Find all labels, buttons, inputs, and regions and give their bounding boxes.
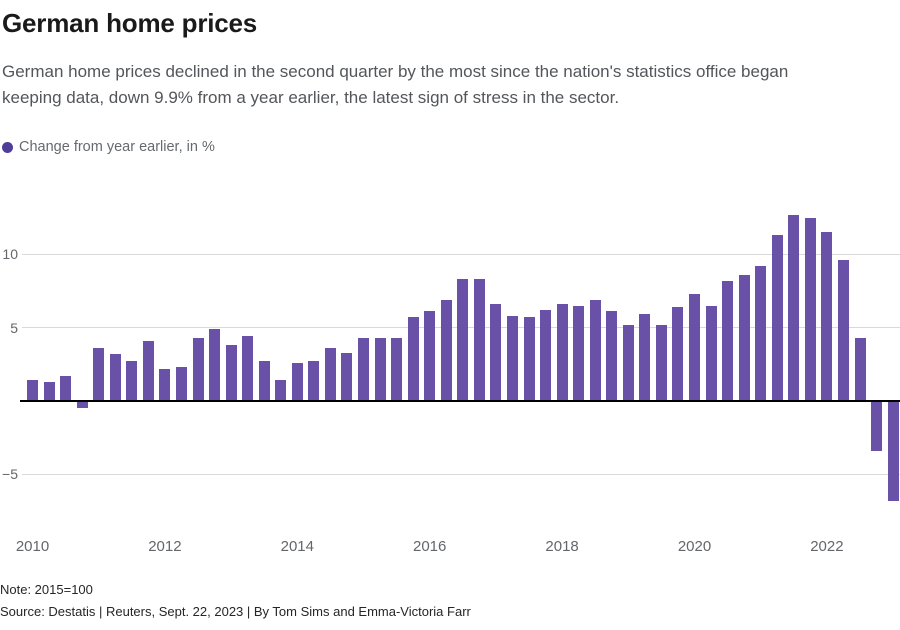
- x-axis-tick-label-2022: 2022: [810, 538, 844, 555]
- zero-axis-line: [20, 399, 900, 402]
- bar-2016-q2: [440, 299, 452, 401]
- bar-2022-q3: [854, 337, 866, 401]
- bar-2018-q3: [589, 299, 601, 401]
- bar-2010-q3: [60, 376, 72, 401]
- chart-source: Source: Destatis | Reuters, Sept. 22, 20…: [0, 604, 471, 619]
- gridline-y-5: [22, 473, 900, 475]
- bar-2017-q3: [523, 317, 535, 401]
- bar-2011-q2: [109, 354, 121, 401]
- bar-2023-q1: [887, 401, 899, 501]
- bar-2016-q3: [457, 279, 469, 401]
- bar-2010-q4: [76, 401, 88, 409]
- x-axis-tick-label-2018: 2018: [545, 538, 579, 555]
- x-axis-tick-label-2014: 2014: [280, 538, 314, 555]
- bar-2015-q4: [407, 317, 419, 401]
- bar-2012-q3: [192, 337, 204, 401]
- subtitle-line-2: keeping data, down 9.9% from a year earl…: [2, 88, 620, 107]
- bar-2012-q4: [209, 329, 221, 401]
- bar-2019-q2: [639, 314, 651, 401]
- bar-2017-q1: [490, 304, 502, 401]
- chart-note: Note: 2015=100: [0, 582, 93, 597]
- bar-2021-q3: [788, 214, 800, 401]
- bar-2014-q2: [308, 361, 320, 401]
- chart-subtitle: German home prices declined in the secon…: [2, 59, 882, 111]
- bar-2010-q1: [27, 380, 38, 401]
- bar-2022-q2: [837, 260, 849, 401]
- bar-chart: 10 5 −5 2010 2012 2014 2016 2018 2020 2022: [0, 170, 900, 570]
- y-axis-tick-label: −5: [2, 466, 18, 483]
- bar-2015-q2: [374, 337, 386, 401]
- bar-2019-q1: [622, 324, 634, 401]
- bar-2016-q1: [424, 311, 436, 401]
- legend: Change from year earlier, in %: [2, 139, 215, 155]
- bar-2020-q4: [738, 274, 750, 401]
- legend-label: Change from year earlier, in %: [19, 139, 215, 155]
- legend-dot-icon: [2, 141, 13, 153]
- y-axis-tick-label: 5: [10, 319, 18, 336]
- bar-2012-q2: [175, 367, 187, 401]
- bar-2011-q4: [142, 340, 154, 401]
- bar-2014-q3: [324, 348, 336, 401]
- bar-2019-q3: [655, 324, 667, 401]
- bar-2013-q2: [242, 336, 254, 401]
- x-axis-tick-label-2010: 2010: [15, 538, 50, 555]
- bar-2017-q2: [506, 315, 518, 401]
- x-axis-tick-label-2016: 2016: [413, 538, 447, 555]
- bar-2010-q2: [43, 381, 55, 401]
- bar-2011-q1: [93, 348, 105, 401]
- bar-2013-q4: [275, 380, 287, 401]
- bar-2021-q2: [771, 235, 783, 401]
- bar-2014-q4: [341, 352, 353, 401]
- bar-2022-q1: [821, 232, 833, 401]
- y-axis-tick-label: 10: [2, 246, 18, 263]
- bar-2015-q3: [391, 337, 403, 401]
- subtitle-line-1: German home prices declined in the secon…: [2, 62, 789, 81]
- bar-2018-q2: [573, 305, 585, 401]
- bar-2021-q4: [804, 217, 816, 401]
- x-axis-tick-label-2012: 2012: [148, 538, 182, 555]
- bar-2020-q3: [722, 280, 734, 401]
- bar-2017-q4: [540, 309, 552, 401]
- bar-2018-q4: [606, 311, 618, 401]
- x-axis-tick-label-2020: 2020: [677, 538, 712, 555]
- bar-2013-q1: [225, 345, 237, 401]
- bar-2013-q3: [258, 361, 270, 401]
- bar-2020-q1: [689, 293, 700, 401]
- bar-2014-q1: [291, 362, 303, 401]
- bar-2015-q1: [358, 337, 369, 401]
- bar-2016-q4: [473, 279, 485, 401]
- bar-2021-q1: [755, 265, 767, 401]
- bar-2011-q3: [126, 361, 138, 401]
- bar-2019-q4: [672, 307, 684, 401]
- bar-2012-q1: [159, 368, 171, 401]
- bar-2018-q1: [556, 304, 568, 401]
- bar-2020-q2: [705, 305, 717, 401]
- gridline-y10: [22, 253, 900, 255]
- page-title: German home prices: [2, 8, 258, 38]
- bar-2022-q4: [871, 401, 883, 451]
